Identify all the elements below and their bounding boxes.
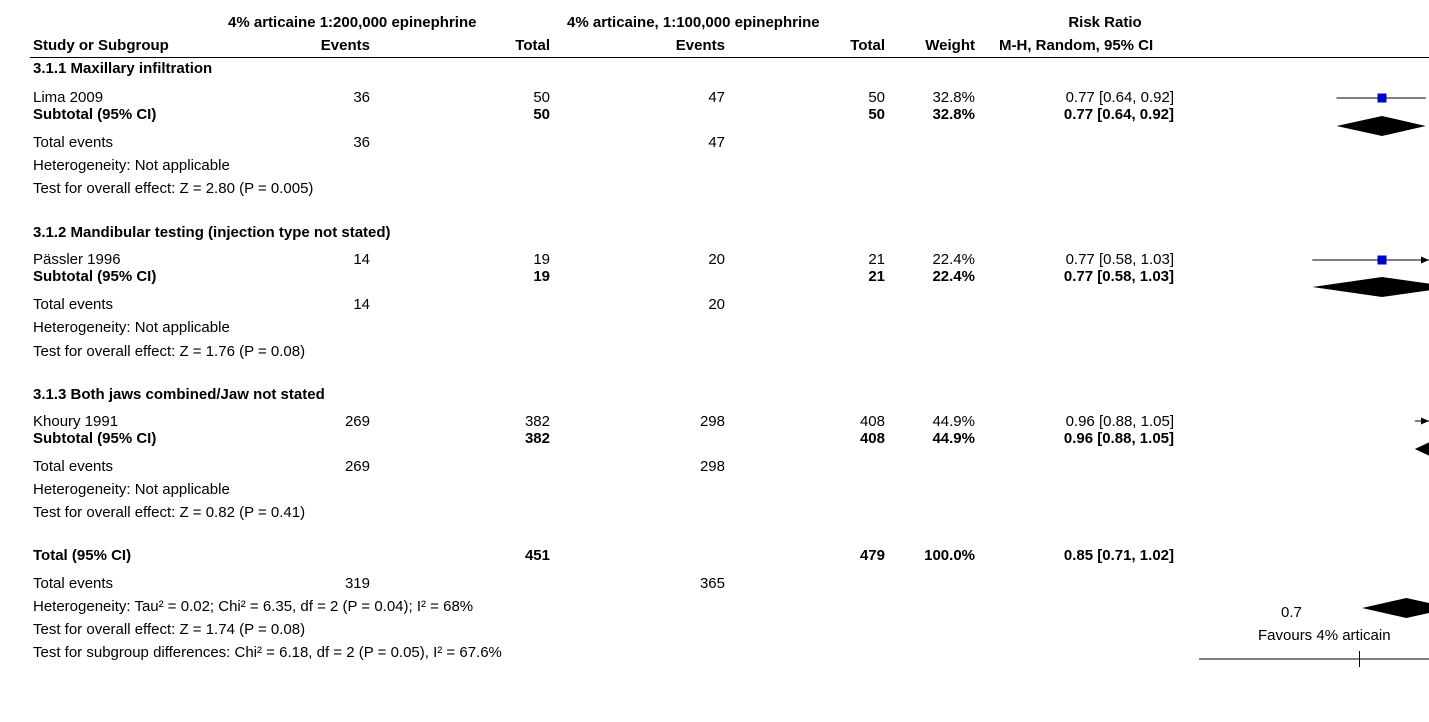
- total-label: Total (95% CI): [33, 547, 132, 564]
- study-total2: 408: [859, 413, 885, 430]
- subgroup-title: 3.1.3 Both jaws combined/Jaw not stated: [33, 386, 325, 403]
- col-study: Study or Subgroup: [33, 37, 169, 54]
- overall-effect-text: Test for overall effect: Z = 2.80 (P = 0…: [33, 180, 314, 197]
- study-events2: 20: [708, 251, 725, 268]
- total-events1: 269: [344, 458, 370, 475]
- total-events-label: Total events: [33, 134, 114, 151]
- total-rr: 0.85 [0.71, 1.02]: [1063, 547, 1174, 564]
- study-weight: 22.4%: [932, 251, 975, 268]
- col-events2: Events: [675, 37, 725, 54]
- group2-header: 4% articaine, 1:100,000 epinephrine: [567, 14, 820, 31]
- study-weight: 44.9%: [932, 413, 975, 430]
- favours-left-label: Favours 4% articain: [1258, 627, 1391, 644]
- study-total1: 50: [533, 89, 550, 106]
- study-marker: [1377, 93, 1387, 103]
- col-total2: Total: [850, 37, 885, 54]
- subtotal-weight: 32.8%: [932, 106, 975, 123]
- subgroup-differences-text: Test for subgroup differences: Chi² = 6.…: [33, 644, 502, 661]
- col-rr: M-H, Random, 95% CI: [999, 37, 1154, 54]
- total-overall-effect-text: Test for overall effect: Z = 1.74 (P = 0…: [33, 621, 306, 638]
- total-events-label: Total events: [33, 296, 114, 313]
- total-events2: 47: [708, 134, 725, 151]
- subtotal-total1: 19: [533, 268, 550, 285]
- subtotal-rr: 0.77 [0.64, 0.92]: [1063, 106, 1174, 123]
- risk-ratio-header: Risk Ratio: [1068, 14, 1142, 31]
- total-events-label: Total events: [33, 458, 114, 475]
- subtotal-label: Subtotal (95% CI): [33, 106, 157, 123]
- subtotal-rr: 0.96 [0.88, 1.05]: [1063, 430, 1174, 447]
- summary-diamond: [1336, 116, 1426, 136]
- axis-tick-label: 0.7: [1281, 604, 1302, 621]
- total-total1: 451: [524, 547, 550, 564]
- overall-effect-text: Test for overall effect: Z = 1.76 (P = 0…: [33, 343, 306, 360]
- study-rr: 0.96 [0.88, 1.05]: [1065, 413, 1174, 430]
- study-marker: [1377, 255, 1387, 265]
- total-events1: 319: [344, 575, 370, 592]
- subgroup-title: 3.1.1 Maxillary infiltration: [33, 60, 213, 77]
- subtotal-total1: 50: [533, 106, 550, 123]
- study-total1: 382: [524, 413, 550, 430]
- study-name: Lima 2009: [33, 89, 104, 106]
- study-weight: 32.8%: [932, 89, 975, 106]
- study-name: Khoury 1991: [33, 413, 119, 430]
- total-events2: 20: [708, 296, 725, 313]
- total-events1: 14: [353, 296, 370, 313]
- study-events1: 269: [344, 413, 370, 430]
- col-weight: Weight: [925, 37, 975, 54]
- study-rr: 0.77 [0.64, 0.92]: [1065, 89, 1174, 106]
- subtotal-total2: 50: [868, 106, 885, 123]
- subtotal-total2: 21: [868, 268, 885, 285]
- total-heterogeneity-text: Heterogeneity: Tau² = 0.02; Chi² = 6.35,…: [33, 598, 474, 615]
- subtotal-label: Subtotal (95% CI): [33, 430, 157, 447]
- total-events2: 298: [699, 458, 725, 475]
- subtotal-rr: 0.77 [0.58, 1.03]: [1063, 268, 1174, 285]
- summary-diamond: [1414, 442, 1429, 456]
- ci-arrow-right: [1421, 256, 1429, 264]
- total-events1: 36: [353, 134, 370, 151]
- total-weight: 100.0%: [924, 547, 975, 564]
- study-name: Pässler 1996: [33, 251, 121, 268]
- group1-header: 4% articaine 1:200,000 epinephrine: [228, 14, 477, 31]
- subtotal-total1: 382: [524, 430, 550, 447]
- subgroup-title: 3.1.2 Mandibular testing (injection type…: [33, 224, 391, 241]
- summary-diamond: [1312, 277, 1429, 297]
- subtotal-weight: 44.9%: [932, 430, 975, 447]
- study-rr: 0.77 [0.58, 1.03]: [1065, 251, 1174, 268]
- heterogeneity-text: Heterogeneity: Not applicable: [33, 319, 230, 336]
- overall-effect-text: Test for overall effect: Z = 0.82 (P = 0…: [33, 504, 306, 521]
- col-total1: Total: [515, 37, 550, 54]
- ci-arrow-right: [1421, 417, 1429, 425]
- total-events-label: Total events: [33, 575, 114, 592]
- subtotal-weight: 22.4%: [932, 268, 975, 285]
- study-events2: 298: [699, 413, 725, 430]
- study-total2: 21: [868, 251, 885, 268]
- study-events2: 47: [708, 89, 725, 106]
- study-total1: 19: [533, 251, 550, 268]
- heterogeneity-text: Heterogeneity: Not applicable: [33, 481, 230, 498]
- study-events1: 36: [353, 89, 370, 106]
- subtotal-total2: 408: [859, 430, 885, 447]
- total-events2: 365: [699, 575, 725, 592]
- study-events1: 14: [353, 251, 370, 268]
- header-rule: [30, 57, 1429, 58]
- col-events1: Events: [320, 37, 370, 54]
- study-total2: 50: [868, 89, 885, 106]
- total-total2: 479: [859, 547, 885, 564]
- summary-diamond: [1362, 598, 1429, 618]
- subtotal-label: Subtotal (95% CI): [33, 268, 157, 285]
- heterogeneity-text: Heterogeneity: Not applicable: [33, 157, 230, 174]
